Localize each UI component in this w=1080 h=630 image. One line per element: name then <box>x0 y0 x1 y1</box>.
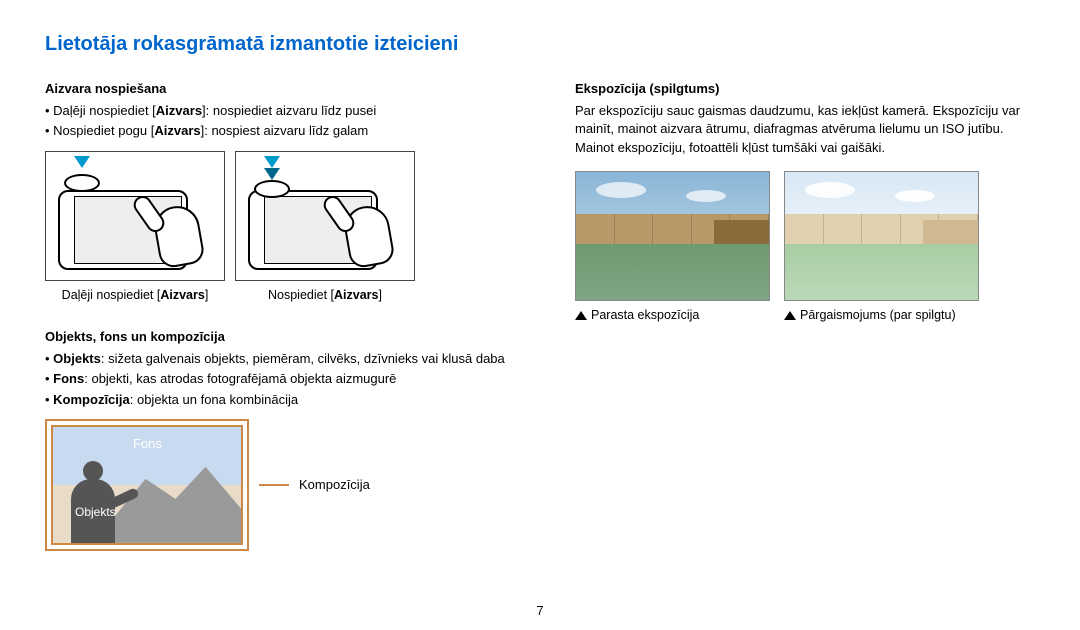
bullet-item: Daļēji nospiediet [Aizvars]: nospiediet … <box>45 102 515 120</box>
camera-shutter-icon <box>254 180 290 198</box>
camera-shutter-icon <box>64 174 100 192</box>
left-column: Aizvara nospiešana Daļēji nospiediet [Ai… <box>45 80 515 551</box>
arrow-down-icon <box>264 168 280 180</box>
label-fons: Fons <box>133 435 162 453</box>
bullet-item: Kompozīcija: objekta un fona kombinācija <box>45 391 515 409</box>
exposure-images <box>575 171 1035 301</box>
exposure-text: Par ekspozīciju sauc gaismas daudzumu, k… <box>575 102 1035 157</box>
shutter-bullets: Daļēji nospiediet [Aizvars]: nospiediet … <box>45 102 515 140</box>
connector-line <box>259 484 289 486</box>
composition-figure-row: Fons Objekts Kompozīcija <box>45 419 515 551</box>
shutter-heading: Aizvara nospiešana <box>45 80 515 98</box>
exposure-heading: Ekspozīcija (spilgtums) <box>575 80 1035 98</box>
label-kompozicija: Kompozīcija <box>299 476 370 494</box>
exposure-caption-over: Pārgaismojums (par spilgtu) <box>784 307 979 325</box>
composition-frame: Fons Objekts <box>45 419 249 551</box>
composition-scene: Fons Objekts <box>51 425 243 545</box>
bullet-item: Fons: objekti, kas atrodas fotografējamā… <box>45 370 515 388</box>
figure-caption: Daļēji nospiediet [Aizvars] <box>45 287 225 305</box>
composition-heading: Objekts, fons un kompozīcija <box>45 328 515 346</box>
bullet-item: Objekts: sižeta galvenais objekts, piemē… <box>45 350 515 368</box>
composition-bullets: Objekts: sižeta galvenais objekts, piemē… <box>45 350 515 409</box>
right-column: Ekspozīcija (spilgtums) Par ekspozīciju … <box>575 80 1035 551</box>
hand-icon <box>146 186 216 276</box>
triangle-up-icon <box>784 311 796 320</box>
exposure-caption-normal: Parasta ekspozīcija <box>575 307 770 325</box>
exposure-para: Par ekspozīciju sauc gaismas daudzumu, k… <box>575 102 1035 138</box>
shutter-figure-full: Nospiediet [Aizvars] <box>235 151 415 305</box>
exposure-image-normal <box>575 171 770 301</box>
shutter-figures: Daļēji nospiediet [Aizvars] Nospiediet [… <box>45 151 515 305</box>
bridge-icon <box>714 220 769 244</box>
composition-section: Objekts, fons un kompozīcija Objekts: si… <box>45 328 515 551</box>
bridge-icon <box>923 220 978 244</box>
page-number: 7 <box>0 602 1080 620</box>
bullet-item: Nospiediet pogu [Aizvars]: nospiest aizv… <box>45 122 515 140</box>
exposure-para: Mainot ekspozīciju, fotoattēli kļūst tum… <box>575 139 1035 157</box>
figure-caption: Nospiediet [Aizvars] <box>235 287 415 305</box>
triangle-up-icon <box>575 311 587 320</box>
shutter-diagram <box>45 151 225 281</box>
shutter-figure-half: Daļēji nospiediet [Aizvars] <box>45 151 225 305</box>
arrow-down-icon <box>264 156 280 168</box>
content-columns: Aizvara nospiešana Daļēji nospiediet [Ai… <box>45 80 1035 551</box>
label-objekts: Objekts <box>75 504 116 521</box>
exposure-captions: Parasta ekspozīcija Pārgaismojums (par s… <box>575 307 1035 325</box>
exposure-image-overexposed <box>784 171 979 301</box>
arrow-down-icon <box>74 156 90 168</box>
shutter-diagram <box>235 151 415 281</box>
page-title: Lietotāja rokasgrāmatā izmantotie izteic… <box>45 30 1035 58</box>
hand-icon <box>336 186 406 276</box>
